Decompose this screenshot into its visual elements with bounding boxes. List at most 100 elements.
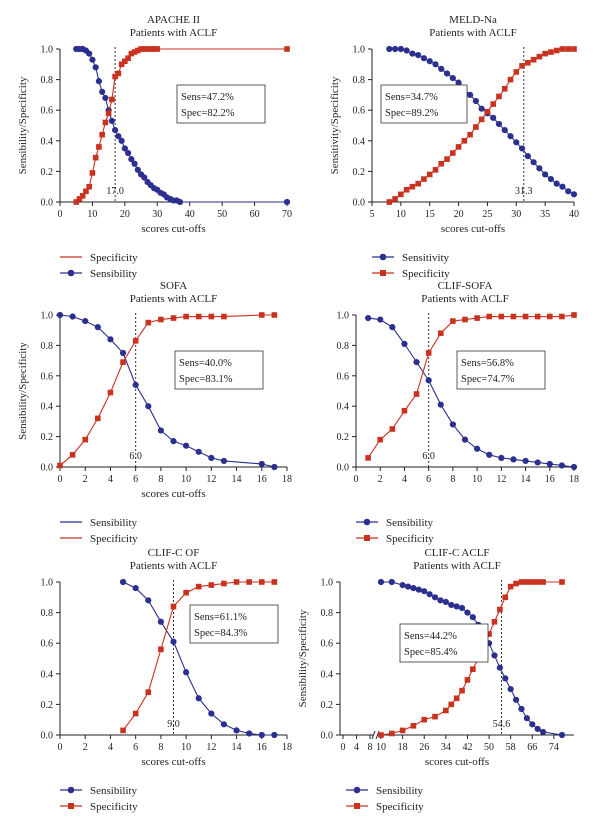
x-tick-label: 0 — [58, 209, 63, 220]
y-tick-label: 0.0 — [321, 731, 334, 742]
data-point-sensibility — [474, 445, 481, 452]
legend-label: Specificity — [90, 801, 138, 813]
data-point-sensitivity — [536, 165, 543, 172]
data-point-specificity — [421, 176, 427, 182]
data-point-specificity — [208, 582, 215, 588]
data-point-sensibility — [157, 427, 164, 434]
data-point-specificity — [73, 199, 80, 205]
data-point-specificity — [138, 46, 144, 52]
data-point-sensibility — [131, 160, 138, 167]
data-point-sensibility — [208, 454, 215, 461]
chart-title: CLIF-SOFA — [438, 280, 493, 292]
x-tick-label: 34 — [441, 742, 451, 753]
data-point-sensibility — [94, 324, 101, 331]
y-tick-label: 0.2 — [41, 167, 54, 178]
legend-label: Sensibility — [90, 517, 138, 529]
x-tick-label: 0 — [341, 742, 346, 753]
data-point-sensibility — [498, 454, 505, 461]
data-point-sensibility — [496, 664, 503, 671]
y-axis-label: Sensitivity/Specificity — [329, 76, 341, 174]
data-point-specificity — [389, 426, 396, 432]
data-point-specificity — [258, 579, 265, 585]
series-line-sensibility — [59, 314, 275, 468]
chart-title: CLIF-C OF — [148, 547, 200, 559]
x-tick-label: 0 — [354, 474, 359, 485]
data-point-specificity — [518, 579, 525, 585]
y-tick-label: 1.0 — [321, 578, 334, 589]
data-point-specificity — [490, 101, 496, 107]
data-point-specificity — [486, 631, 492, 637]
y-tick-label: 0.8 — [41, 341, 54, 352]
x-tick-label: 8 — [450, 474, 455, 485]
data-point-specificity — [438, 160, 445, 167]
data-point-specificity — [415, 180, 421, 187]
x-axis-label: scores cut-offs — [141, 488, 205, 500]
data-point-specificity — [183, 589, 189, 596]
data-point-sensibility — [437, 597, 444, 604]
data-point-specificity — [522, 313, 529, 320]
data-point-specificity — [399, 727, 406, 734]
x-tick-label: 8 — [158, 474, 163, 485]
data-point-specificity — [246, 579, 252, 585]
cutoff-label: 6.0 — [129, 451, 142, 462]
data-point-sensibility — [112, 126, 119, 134]
data-point-sensibility — [121, 145, 128, 152]
x-tick-label: 10 — [181, 742, 191, 753]
chart-subtitle: Patients with ACLF — [130, 27, 217, 39]
x-tick-label: 12 — [206, 474, 216, 485]
data-point-specificity — [107, 389, 114, 396]
data-point-specificity — [125, 55, 131, 61]
data-point-sensibility — [558, 731, 566, 739]
data-point-sensibility — [546, 460, 553, 468]
x-tick-label: 14 — [232, 474, 242, 485]
data-point-sensibility — [401, 340, 408, 347]
data-point-sensibility — [377, 578, 385, 586]
data-point-specificity — [507, 583, 514, 590]
data-point-sensibility — [170, 638, 177, 645]
y-tick-label: 1.0 — [41, 45, 54, 56]
data-point-specificity — [96, 144, 102, 150]
data-point-specificity — [131, 49, 138, 55]
y-tick-label: 0.2 — [337, 432, 350, 443]
data-point-sensitivity — [415, 52, 422, 59]
x-tick-label: 58 — [506, 742, 516, 753]
data-point-sensibility — [208, 710, 215, 717]
data-point-sensibility — [95, 78, 103, 85]
data-point-specificity — [57, 462, 63, 469]
data-point-specificity — [89, 170, 96, 176]
data-point-sensibility — [183, 669, 190, 676]
y-tick-label: 0.0 — [41, 198, 54, 209]
data-point-specificity — [122, 58, 128, 65]
chart-subtitle: Patients with ACLF — [130, 560, 217, 572]
data-point-sensibility — [534, 725, 541, 732]
data-point-specificity — [112, 73, 118, 80]
data-point-specificity — [478, 116, 485, 123]
data-point-sensibility — [233, 727, 240, 734]
data-point-specificity — [474, 315, 480, 321]
data-point-sensibility — [437, 401, 444, 408]
data-point-sensitivity — [409, 50, 416, 57]
annotation-box — [380, 84, 468, 124]
legend-marker — [353, 786, 361, 794]
data-point-sensibility — [107, 336, 114, 343]
data-point-specificity — [158, 316, 164, 323]
y-axis-label: Sensibility/Specificity — [17, 76, 29, 174]
annotation-sens: Sens=47.2% — [181, 92, 234, 103]
data-point-specificity — [135, 47, 141, 54]
data-point-specificity — [208, 313, 215, 320]
data-point-sensitivity — [403, 47, 410, 54]
data-point-specificity — [76, 196, 83, 202]
x-tick-label: 6 — [426, 474, 431, 485]
data-point-specificity — [410, 723, 417, 729]
data-point-specificity — [120, 359, 126, 365]
series-line-specificity — [59, 314, 275, 466]
x-tick-label: 16 — [257, 474, 267, 485]
data-point-specificity — [432, 713, 438, 720]
data-point-sensitivity — [420, 55, 428, 62]
data-point-sensibility — [56, 311, 64, 319]
data-point-specificity — [365, 455, 371, 461]
data-point-sensibility — [82, 317, 89, 325]
annotation-box — [174, 350, 264, 390]
x-axis-label: scores cut-offs — [425, 756, 489, 768]
